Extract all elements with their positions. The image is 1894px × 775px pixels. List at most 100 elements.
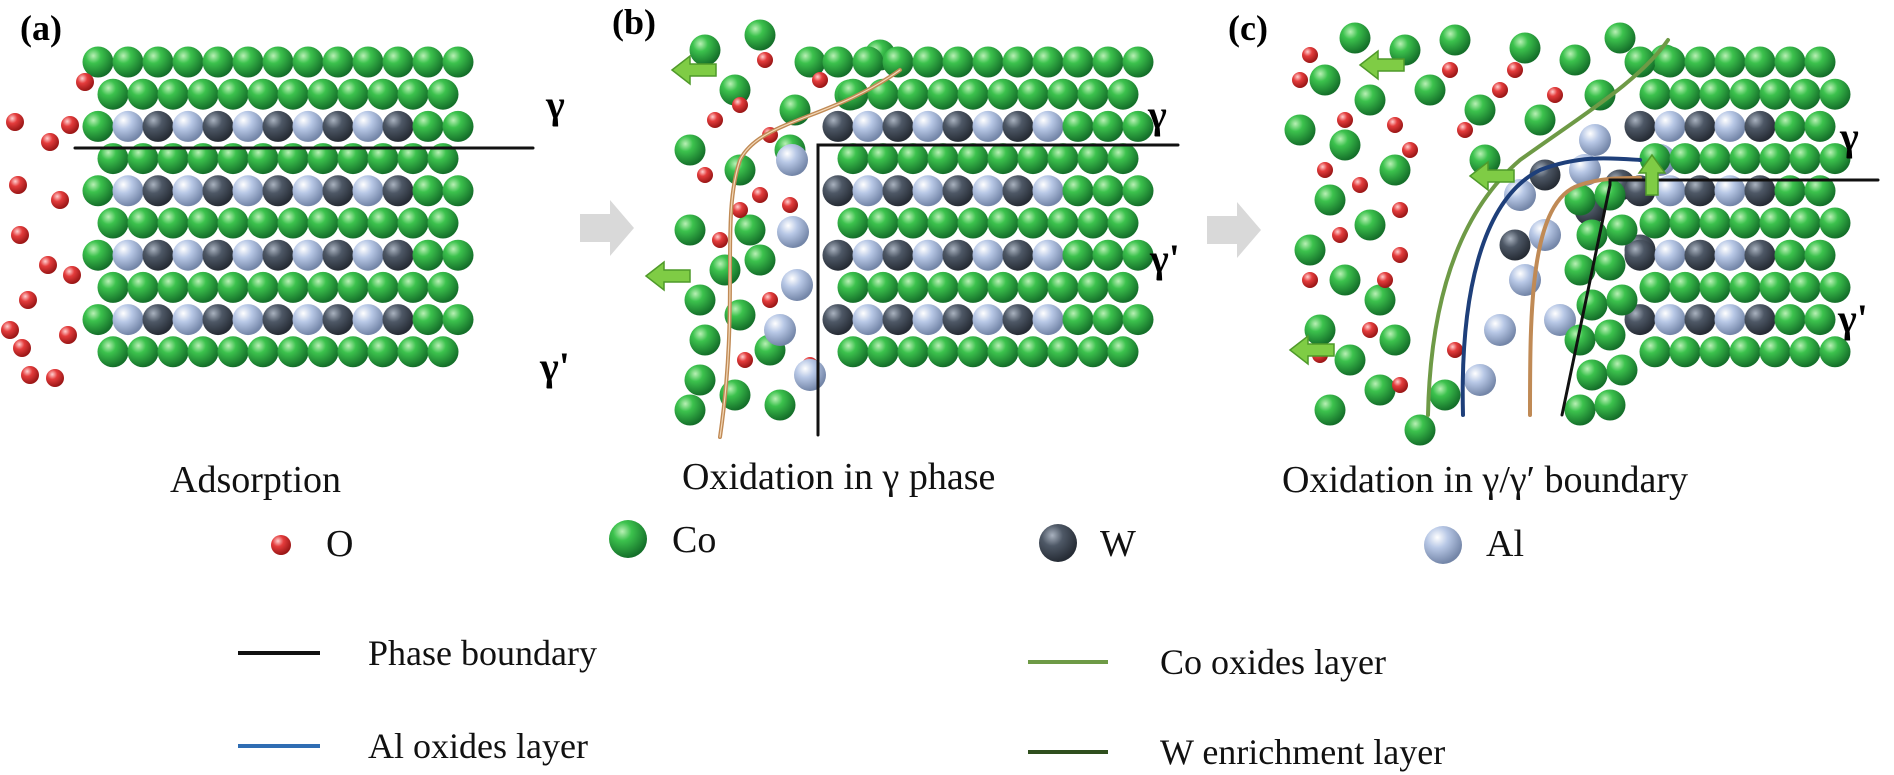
w-atom — [1624, 304, 1656, 336]
co-atom — [1774, 46, 1806, 78]
co-atom — [987, 143, 1019, 175]
co-atom — [337, 207, 369, 239]
co-atom — [1122, 304, 1154, 336]
co-atom — [1604, 22, 1636, 54]
co-atom — [1524, 104, 1556, 136]
co-atom — [427, 143, 459, 175]
co-atom — [1759, 78, 1791, 110]
co-atom — [927, 336, 959, 368]
o-atom — [1507, 62, 1523, 78]
legend-al-oxides-label: Al oxides layer — [368, 726, 588, 766]
co-atom — [867, 271, 899, 303]
co-atom — [1469, 144, 1501, 176]
co-atom — [1594, 389, 1626, 421]
co-atom — [367, 78, 399, 110]
co-atom — [82, 46, 114, 78]
al-atom — [112, 110, 144, 142]
co-atom — [1804, 110, 1836, 142]
w-atom — [882, 239, 914, 271]
co-atom — [837, 207, 869, 239]
o-atom — [732, 97, 748, 113]
co-atom — [1819, 271, 1851, 303]
co-atom — [1107, 78, 1139, 110]
co-atom — [82, 110, 114, 142]
co-atom — [1699, 143, 1731, 175]
co-atom — [382, 46, 414, 78]
co-atom — [187, 143, 219, 175]
al-atom — [912, 239, 944, 271]
w-atom — [1624, 110, 1656, 142]
al-atom — [1654, 110, 1686, 142]
co-atom — [1699, 336, 1731, 368]
o-atom — [6, 113, 24, 131]
w-atom — [142, 175, 174, 207]
o-atom — [782, 197, 798, 213]
co-atom — [1329, 264, 1361, 296]
co-atom — [684, 284, 716, 316]
co-atom — [1062, 110, 1094, 142]
al-atom — [352, 304, 384, 336]
w-atom — [942, 110, 974, 142]
al-atom — [776, 144, 808, 176]
panel-b-label: (b) — [612, 2, 656, 42]
co-atom — [1639, 271, 1671, 303]
co-atom — [397, 207, 429, 239]
co-atom — [157, 143, 189, 175]
co-atom — [927, 207, 959, 239]
co-atom — [957, 207, 989, 239]
o-atom — [1492, 82, 1508, 98]
co-atom — [337, 78, 369, 110]
w-atom — [322, 175, 354, 207]
co-atom — [292, 46, 324, 78]
co-atom — [412, 175, 444, 207]
co-atom — [1092, 110, 1124, 142]
co-atom — [1294, 234, 1326, 266]
co-atom — [1789, 143, 1821, 175]
co-atom — [1107, 336, 1139, 368]
co-atom — [397, 336, 429, 368]
co-atom — [82, 175, 114, 207]
co-atom — [97, 336, 129, 368]
co-atom — [1122, 110, 1154, 142]
al-atom — [1464, 364, 1496, 396]
co-atom — [987, 78, 1019, 110]
o-atom — [732, 202, 748, 218]
co-atom — [867, 336, 899, 368]
al-atom — [172, 304, 204, 336]
co-atom — [1684, 46, 1716, 78]
o-atom — [41, 133, 59, 151]
co-atom — [1017, 78, 1049, 110]
al-atom — [777, 216, 809, 248]
o-atom — [1352, 177, 1368, 193]
co-atom — [1047, 207, 1079, 239]
co-atom — [1379, 154, 1411, 186]
legend-co-label: Co — [672, 519, 716, 561]
co-atom — [1606, 214, 1638, 246]
co-atom — [1047, 336, 1079, 368]
co-atom — [397, 78, 429, 110]
panel-c-gamma-prime-label: γ' — [1837, 296, 1868, 341]
co-atom — [1047, 143, 1079, 175]
co-atom — [1699, 271, 1731, 303]
co-atom — [442, 110, 474, 142]
co-atom — [1699, 207, 1731, 239]
o-atom — [1292, 72, 1308, 88]
al-atom — [172, 239, 204, 271]
panel-c-arrow-bottom — [1288, 334, 1335, 366]
panel-c-arrow-up — [1637, 153, 1667, 196]
al-atom — [172, 110, 204, 142]
co-atom — [187, 207, 219, 239]
co-atom — [674, 214, 706, 246]
co-atom — [397, 271, 429, 303]
panel-c-arrow-mid — [1468, 160, 1515, 192]
w-atom — [942, 304, 974, 336]
al-atom — [172, 175, 204, 207]
co-atom — [897, 78, 929, 110]
al-atom — [1544, 304, 1576, 336]
lines-layer — [73, 38, 1880, 439]
co-atom — [1339, 22, 1371, 54]
co-atom — [867, 143, 899, 175]
o-atom — [1447, 342, 1463, 358]
co-atom — [427, 78, 459, 110]
o-atom — [1442, 62, 1458, 78]
